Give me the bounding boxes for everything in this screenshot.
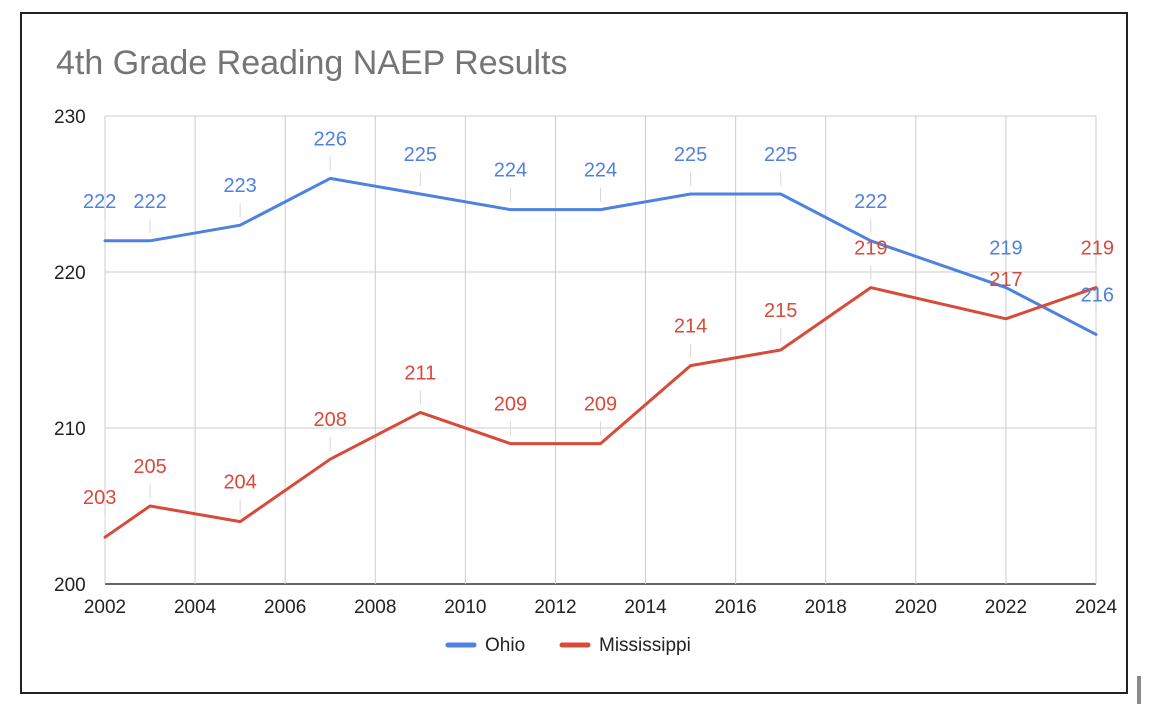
y-tick-label: 210 <box>54 419 86 440</box>
data-label-mississippi: 217 <box>989 269 1022 291</box>
legend: Ohio Mississippi <box>445 635 691 656</box>
data-label-ohio: 225 <box>404 144 437 166</box>
data-label-layer: 222 222 223 226 225 224 224 225 225 222 219 216 203 2… <box>83 128 1114 530</box>
x-tick-label: 2012 <box>534 597 576 618</box>
data-label-mississippi: 203 <box>83 487 116 509</box>
legend-label-ohio: Ohio <box>485 635 525 656</box>
data-label-ohio: 222 <box>133 191 166 213</box>
data-label-mississippi: 219 <box>854 238 887 260</box>
y-tick-label: 200 <box>54 575 86 596</box>
data-label-mississippi: 214 <box>674 316 707 338</box>
data-label-mississippi: 205 <box>133 456 166 478</box>
data-label-ohio: 224 <box>494 160 527 182</box>
edge-marker <box>1137 676 1141 704</box>
chart-title: 4th Grade Reading NAEP Results <box>56 44 568 82</box>
x-tick-label: 2016 <box>714 597 756 618</box>
series-layer <box>103 176 1098 539</box>
y-tick-label: 220 <box>54 263 86 284</box>
data-label-ohio: 226 <box>314 128 347 150</box>
x-tick-label: 2020 <box>895 597 937 618</box>
legend-label-mississippi: Mississippi <box>599 635 691 656</box>
data-label-mississippi: 208 <box>314 409 347 431</box>
series-line-mississippi <box>103 286 1098 539</box>
data-label-ohio: 219 <box>989 238 1022 260</box>
data-label-ohio: 222 <box>854 191 887 213</box>
data-label-mississippi: 215 <box>764 300 797 322</box>
data-label-ohio: 224 <box>584 160 617 182</box>
data-label-ohio: 222 <box>83 191 116 213</box>
data-label-mississippi: 209 <box>494 394 527 416</box>
data-label-mississippi: 204 <box>223 472 256 494</box>
grid-layer <box>104 115 1097 585</box>
data-label-ohio: 223 <box>223 175 256 197</box>
x-tick-label: 2022 <box>985 597 1027 618</box>
data-label-mississippi: 209 <box>584 394 617 416</box>
y-tick-label: 230 <box>54 107 86 128</box>
data-label-mississippi: 211 <box>404 362 436 384</box>
x-tick-label: 2010 <box>444 597 486 618</box>
x-tick-label: 2008 <box>354 597 396 618</box>
x-tick-label: 2002 <box>84 597 126 618</box>
data-label-ohio: 216 <box>1081 284 1114 306</box>
x-tick-label: 2024 <box>1075 597 1118 618</box>
x-tick-label: 2018 <box>805 597 847 618</box>
data-label-ohio: 225 <box>764 144 797 166</box>
chart-frame <box>20 12 1128 694</box>
x-tick-label: 2014 <box>624 597 667 618</box>
data-label-mississippi: 219 <box>1081 238 1114 260</box>
axis-layer: 200 210 220 230 2002 2004 2006 2008 2010 2012 2014… <box>54 107 1118 618</box>
series-line-ohio <box>103 176 1098 336</box>
data-label-ohio: 225 <box>674 144 707 166</box>
x-tick-label: 2004 <box>174 597 217 618</box>
x-tick-label: 2006 <box>264 597 306 618</box>
